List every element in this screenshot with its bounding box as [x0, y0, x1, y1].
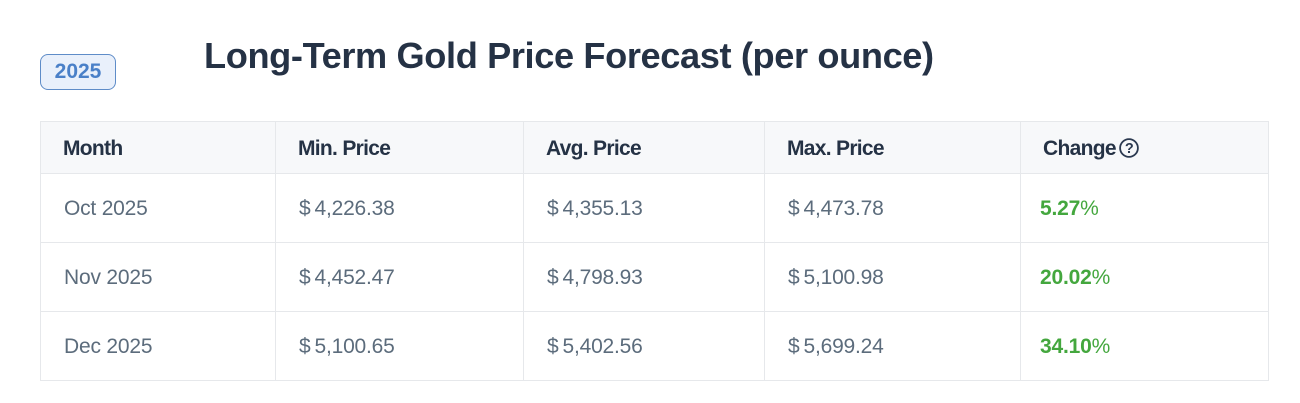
- svg-text:?: ?: [1125, 141, 1134, 157]
